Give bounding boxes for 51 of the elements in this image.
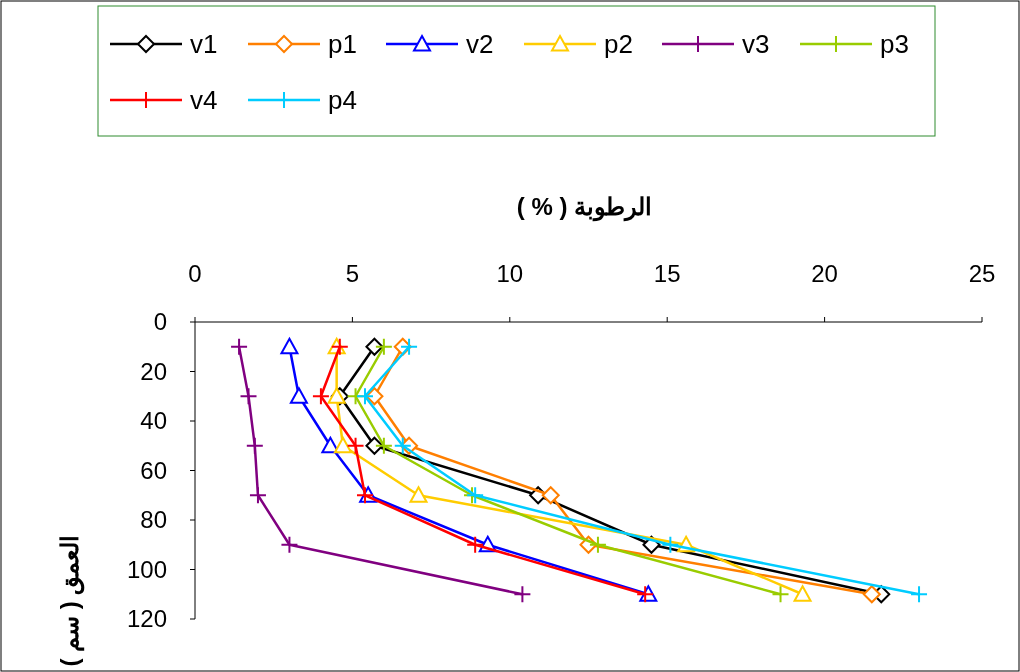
y-tick-label: 100 (126, 555, 167, 583)
point (239, 387, 258, 406)
x-axis-title: الرطوبة ( % ) (516, 193, 653, 222)
point (365, 436, 384, 455)
point (355, 387, 374, 406)
point (311, 387, 330, 406)
point (400, 337, 419, 356)
x-tick-label: 15 (653, 260, 681, 287)
point (346, 436, 365, 455)
legend-label: v3 (742, 29, 770, 59)
point (393, 436, 412, 455)
point (466, 535, 485, 554)
y-tick-label: 80 (140, 506, 167, 533)
y-tick-label: 20 (140, 357, 167, 385)
point (771, 585, 790, 604)
x-tick-label: 5 (345, 260, 360, 287)
point (248, 486, 267, 505)
point (374, 337, 393, 356)
legend-label: p2 (604, 29, 633, 59)
point (513, 585, 532, 604)
x-tick-label: 25 (968, 260, 996, 287)
point (588, 535, 607, 554)
point (365, 337, 384, 356)
point (280, 337, 299, 355)
legend-label: v1 (190, 29, 218, 59)
y-tick-label: 120 (126, 605, 167, 632)
point (280, 535, 299, 554)
y-tick-label: 60 (140, 456, 167, 484)
point (661, 535, 680, 554)
legend-label: v2 (466, 29, 494, 59)
point (910, 585, 929, 604)
point (245, 436, 264, 455)
y-tick-label: 40 (140, 407, 167, 434)
point (333, 436, 352, 454)
x-tick-label: 10 (496, 260, 524, 287)
x-tick-label: 20 (811, 260, 838, 287)
y-tick-label: 0 (153, 308, 167, 335)
point (793, 585, 812, 602)
x-tick-label: 0 (188, 260, 202, 287)
legend-label: p3 (880, 29, 909, 59)
legend-label: p1 (328, 29, 357, 59)
y-axis-title: العمق ( سم ) (56, 534, 85, 667)
point (374, 436, 393, 455)
point (862, 585, 881, 604)
legend-label: v4 (190, 85, 218, 115)
point (230, 337, 249, 356)
legend-label: p4 (328, 85, 357, 115)
point (289, 387, 308, 404)
point (409, 486, 428, 503)
point (541, 486, 560, 505)
point (355, 486, 374, 505)
